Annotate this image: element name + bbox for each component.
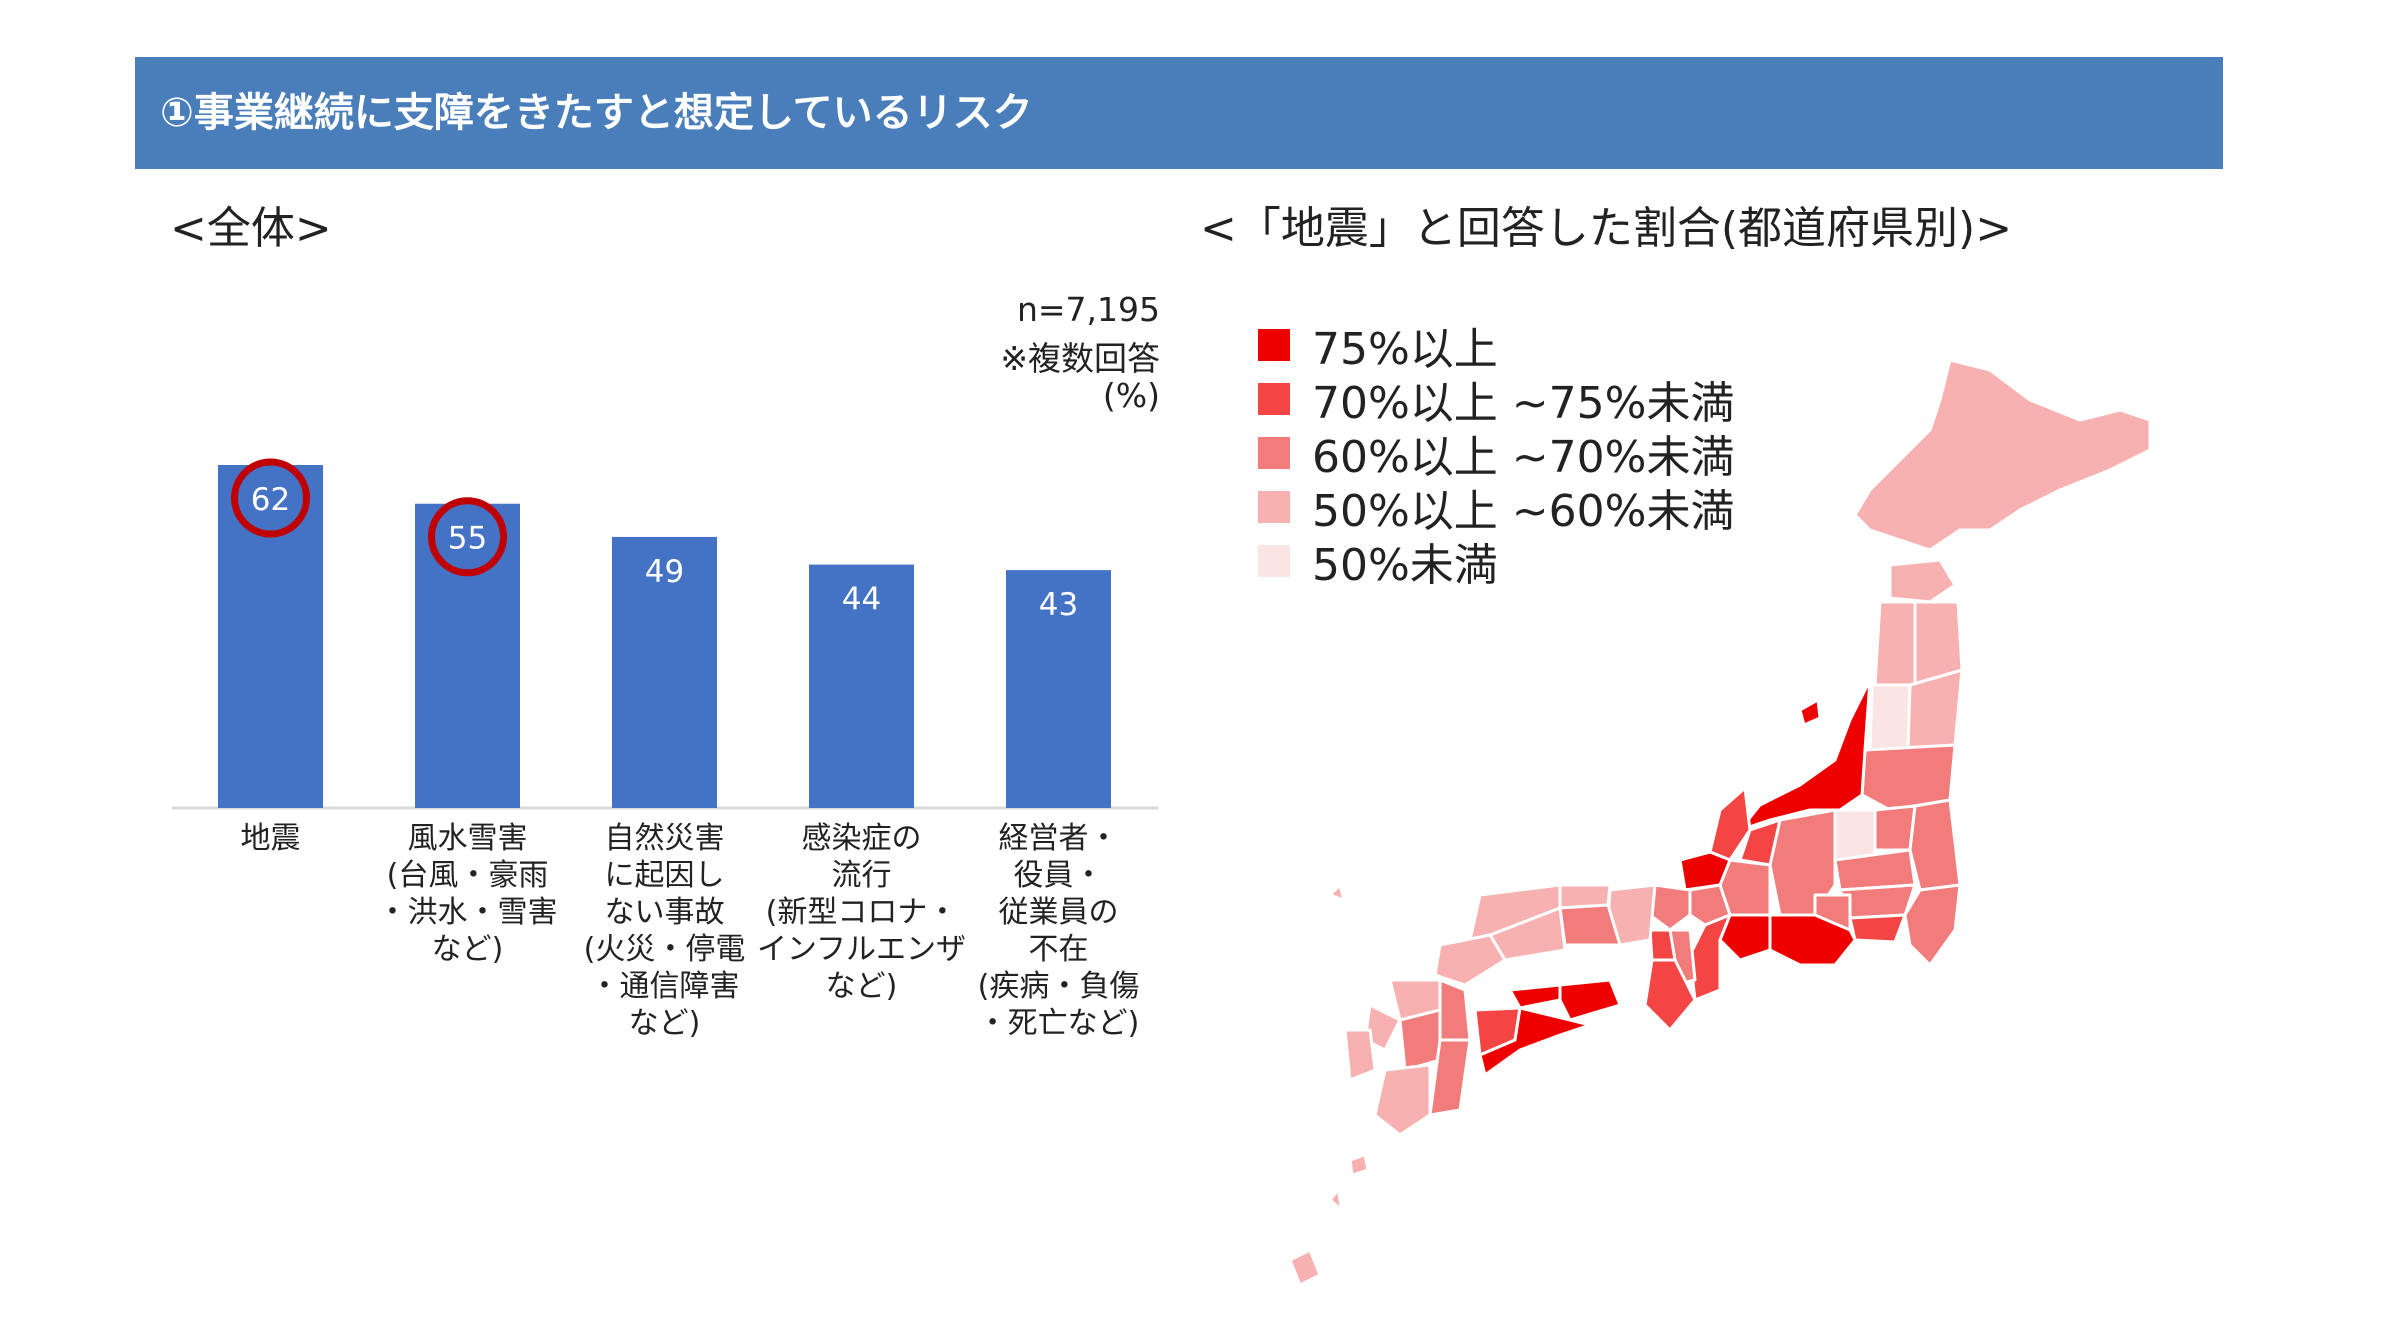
category-label-2-0: 自然災害 bbox=[605, 821, 725, 856]
kochi-shape bbox=[1478, 1006, 1592, 1077]
bar-0 bbox=[218, 465, 323, 808]
prefecture-section-title: <「地震」と回答した割合(都道府県別)> bbox=[1200, 203, 2013, 254]
kyoto-shape bbox=[1648, 883, 1692, 932]
okayama-shape bbox=[1558, 903, 1622, 947]
fukui-shape bbox=[1678, 850, 1732, 892]
category-label-3-1: 流行 bbox=[832, 858, 892, 893]
bar-2 bbox=[612, 536, 717, 808]
bar-value-label-2: 49 bbox=[645, 554, 684, 590]
sample-size-note: n=7,195 bbox=[1016, 290, 1160, 329]
legend-item-2: 60%以上 ~70%未満 bbox=[1258, 426, 1734, 483]
yakushima-shape bbox=[1348, 1153, 1370, 1177]
akita-shape bbox=[1873, 600, 1917, 687]
legend: 75%以上 70%以上 ~75%未満 60%以上 ~70%未満 50%以上 ~60%未… bbox=[1258, 318, 1734, 591]
legend-item-0: 75%以上 bbox=[1258, 318, 1734, 375]
bar-value-label-0: 62 bbox=[251, 482, 290, 518]
category-label-2-1: に起因し bbox=[605, 858, 725, 893]
category-label-2-2: ない事故 bbox=[605, 895, 725, 930]
miyagi-shape bbox=[1906, 668, 1964, 752]
shizuoka-shape bbox=[1768, 913, 1857, 967]
category-label-0-0: 地震 bbox=[241, 821, 301, 856]
oki-shape bbox=[1328, 883, 1346, 902]
kumamoto-shape bbox=[1398, 1008, 1442, 1072]
legend-swatch-1 bbox=[1258, 383, 1290, 415]
category-label-4-1: 役員・ bbox=[1014, 858, 1104, 893]
unit-note: (%) bbox=[1102, 376, 1160, 415]
legend-item-1: 70%以上 ~75%未満 bbox=[1258, 372, 1734, 429]
category-label-1-1: (台風・豪雨 bbox=[387, 858, 549, 893]
legend-item-3: 50%以上 ~60%未満 bbox=[1258, 480, 1734, 537]
legend-swatch-4 bbox=[1258, 545, 1290, 577]
oita-shape bbox=[1438, 978, 1472, 1042]
page-title: ①事業継続に支障をきたすと想定しているリスク bbox=[160, 90, 1033, 136]
yamagata-shape bbox=[1868, 683, 1912, 752]
category-label-1-2: ・洪水・雪害 bbox=[378, 895, 558, 930]
bar-value-label-4: 43 bbox=[1039, 587, 1078, 623]
chart-notes: n=7,195 ※複数回答 (%) bbox=[900, 290, 1160, 420]
legend-label-3: 50%以上 ~60%未満 bbox=[1312, 486, 1735, 537]
bar-chart: 62地震55風水雪害(台風・豪雨・洪水・雪害など)49自然災害に起因しない事故(… bbox=[172, 458, 1158, 1041]
bar-value-label-1: 55 bbox=[448, 521, 487, 557]
legend-label-2: 60%以上 ~70%未満 bbox=[1312, 432, 1735, 483]
amami-shape bbox=[1328, 1188, 1344, 1212]
legend-swatch-2 bbox=[1258, 437, 1290, 469]
hokkaido-shape bbox=[1853, 358, 2152, 552]
legend-swatch-3 bbox=[1258, 491, 1290, 523]
japan-map-icon bbox=[1290, 358, 2152, 1287]
sado-shape bbox=[1798, 698, 1822, 727]
category-label-2-4: ・通信障害 bbox=[590, 969, 740, 1004]
chiba-shape bbox=[1903, 883, 1962, 967]
legend-label-1: 70%以上 ~75%未満 bbox=[1312, 378, 1735, 429]
tochigi-shape bbox=[1873, 804, 1917, 852]
okinawa-shape bbox=[1290, 1248, 1322, 1287]
multiple-answer-note: ※複数回答 bbox=[1000, 339, 1160, 378]
tokushima-shape bbox=[1558, 978, 1622, 1022]
niigata-shape bbox=[1738, 678, 1872, 832]
gunma-shape bbox=[1833, 808, 1877, 862]
bar-4 bbox=[1006, 570, 1111, 808]
highlight-circle-0 bbox=[231, 458, 310, 538]
mie-shape bbox=[1688, 913, 1732, 1002]
ishikawa-shape bbox=[1708, 786, 1752, 862]
overall-section-title: <全体> bbox=[170, 203, 332, 254]
legend-label-4: 50%未満 bbox=[1312, 540, 1498, 591]
category-label-3-4: など) bbox=[826, 969, 898, 1004]
legend-item-4: 50%未満 bbox=[1258, 534, 1734, 591]
bar-value-label-3: 44 bbox=[842, 582, 881, 618]
saga-shape bbox=[1363, 1003, 1402, 1052]
category-label-3-0: 感染症の bbox=[802, 821, 922, 856]
legend-label-0: 75%以上 bbox=[1312, 324, 1498, 375]
category-label-3-2: (新型コロナ・ bbox=[766, 895, 958, 930]
wakayama-shape bbox=[1643, 958, 1697, 1032]
category-label-2-5: など) bbox=[629, 1006, 701, 1041]
category-label-2-3: (火災・停電 bbox=[584, 932, 746, 967]
category-label-4-3: 不在 bbox=[1029, 932, 1089, 967]
kagoshima-shape bbox=[1373, 1063, 1432, 1137]
category-label-3-3: インフルエンザ bbox=[757, 932, 966, 967]
category-label-1-0: 風水雪害 bbox=[408, 821, 528, 856]
category-label-4-4: (疾病・負傷 bbox=[978, 969, 1140, 1004]
yamaguchi-shape bbox=[1433, 933, 1507, 987]
osaka-shape bbox=[1648, 928, 1677, 962]
ibaraki-shape bbox=[1908, 798, 1962, 892]
category-label-4-2: 従業員の bbox=[999, 895, 1119, 930]
category-label-4-0: 経営者・ bbox=[999, 821, 1119, 856]
bar-3 bbox=[809, 564, 914, 808]
legend-swatch-0 bbox=[1258, 329, 1290, 361]
category-label-1-3: など) bbox=[432, 932, 504, 967]
highlight-circle-1 bbox=[428, 497, 507, 577]
kagawa-shape bbox=[1508, 983, 1562, 1010]
nagasaki-shape bbox=[1343, 1028, 1377, 1082]
header-band: ①事業継続に支障をきたすと想定しているリスク bbox=[135, 57, 2223, 169]
category-label-4-5: ・死亡など) bbox=[978, 1006, 1140, 1041]
aomori-shape bbox=[1888, 558, 1957, 604]
miyazaki-shape bbox=[1428, 1038, 1472, 1117]
kanagawa-shape bbox=[1848, 913, 1907, 944]
